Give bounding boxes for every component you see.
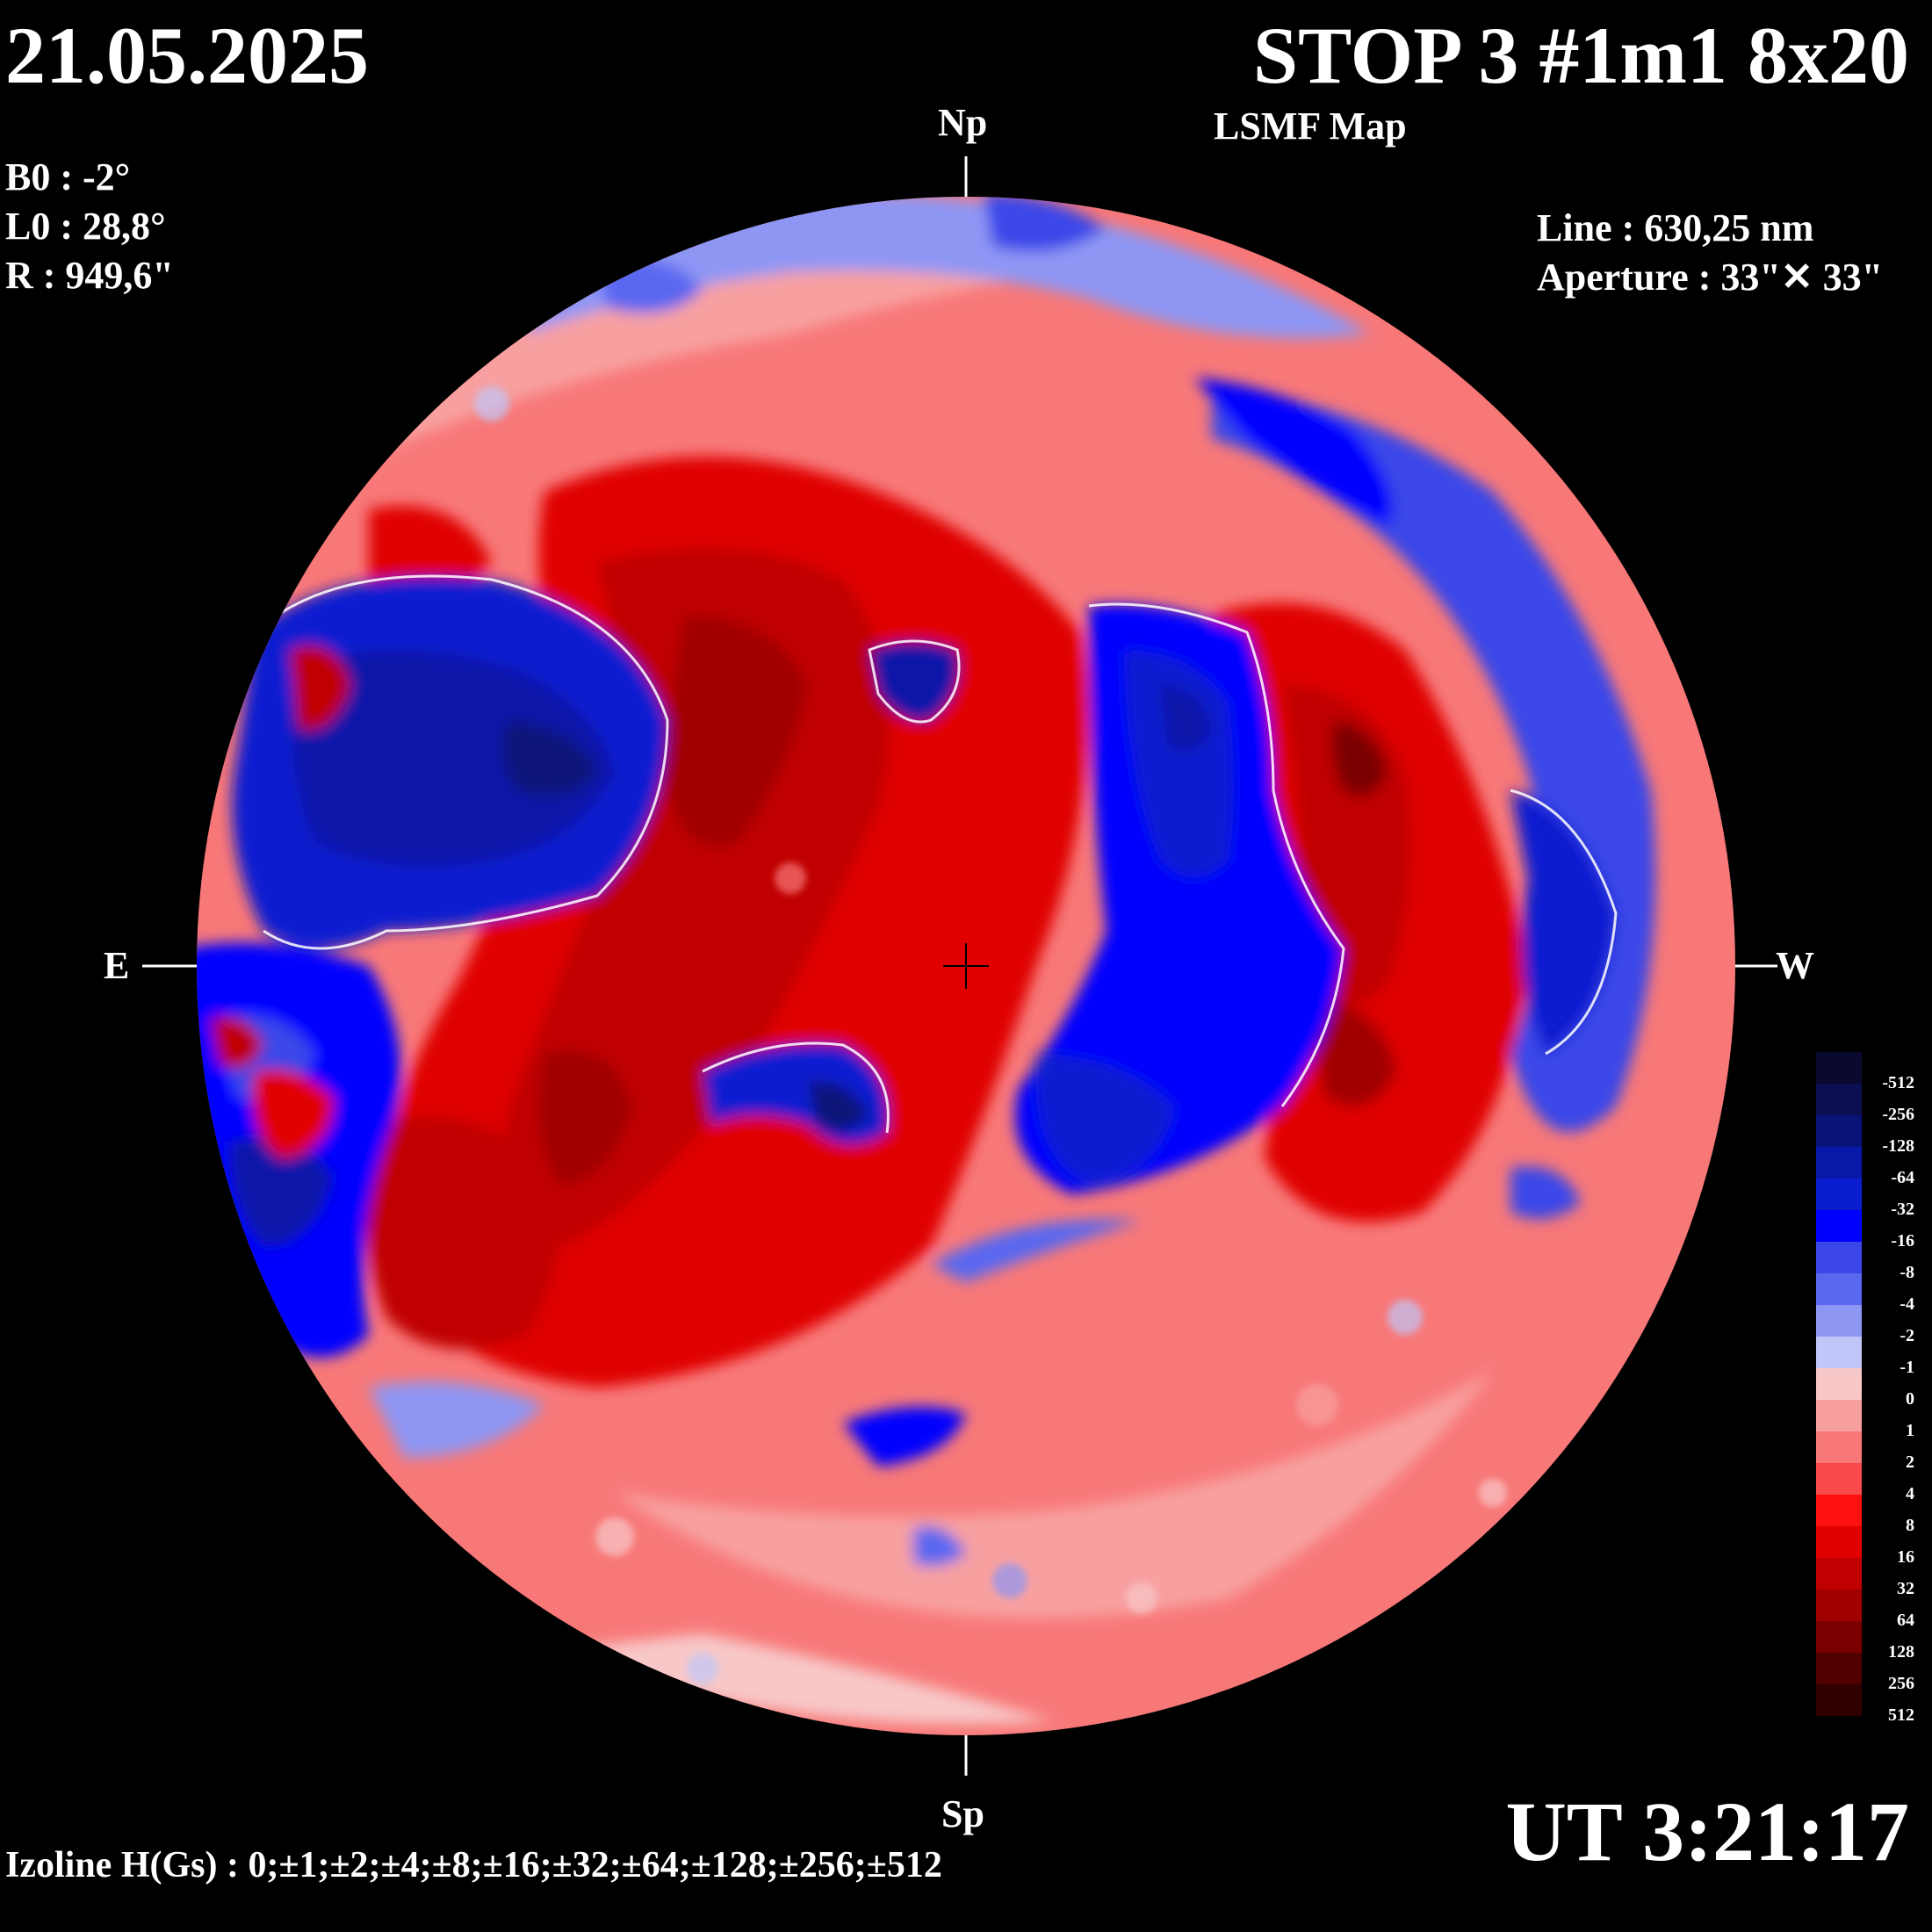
colorbar-label: -64 [1891, 1168, 1914, 1187]
colorbar-label: -256 [1882, 1105, 1914, 1124]
colorbar-swatch [1816, 1052, 1862, 1084]
colorbar-label: -8 [1900, 1263, 1914, 1282]
colorbar-swatch [1816, 1653, 1862, 1684]
east-label: E [104, 944, 130, 987]
l0-param: L0 : 28,8° [5, 205, 166, 248]
colorbar-swatch [1816, 1273, 1862, 1305]
west-label: W [1776, 944, 1814, 987]
colorbar-label: 128 [1888, 1642, 1914, 1662]
colorbar-label: 16 [1897, 1547, 1914, 1567]
colorbar-swatch [1816, 1242, 1862, 1273]
colorbar-swatch [1816, 1305, 1862, 1337]
aperture: Aperture : 33"✕ 33" [1537, 256, 1884, 299]
colorbar-swatch [1816, 1337, 1862, 1368]
isoline-levels: Izoline H(Gs) : 0;±1;±2;±4;±8;±16;±32;±6… [5, 1845, 942, 1885]
colorbar-label: 1 [1906, 1421, 1914, 1440]
radius-param: R : 949,6" [5, 254, 174, 297]
colorbar-label: -16 [1891, 1231, 1914, 1251]
colorbar-label: -1 [1900, 1358, 1914, 1377]
colorbar-swatch [1816, 1463, 1862, 1495]
colorbar-label: 4 [1906, 1484, 1914, 1503]
colorbar-swatch [1816, 1084, 1862, 1115]
map-subtitle: LSMF Map [1214, 105, 1407, 148]
colorbar-label: -512 [1882, 1073, 1914, 1092]
colorbar-swatch [1816, 1115, 1862, 1147]
colorbar-swatch [1816, 1558, 1862, 1590]
colorbar-swatch [1816, 1179, 1862, 1210]
north-pole-label: Np [938, 101, 988, 144]
colorbar-label: 512 [1888, 1705, 1914, 1725]
colorbar-swatch [1816, 1368, 1862, 1400]
colorbar-swatch [1816, 1526, 1862, 1558]
colorbar-label: 64 [1897, 1611, 1914, 1630]
colorbar-swatch [1816, 1400, 1862, 1431]
universal-time: UT 3:21:17 [1505, 1784, 1909, 1878]
colorbar-label: -2 [1900, 1326, 1914, 1345]
observation-date: 21.05.2025 [5, 11, 369, 100]
colorbar-swatch [1816, 1590, 1862, 1621]
colorbar-swatch [1816, 1147, 1862, 1179]
colorbar-swatch [1816, 1684, 1862, 1716]
colorbar-label: -128 [1882, 1136, 1914, 1156]
colorbar-swatch [1816, 1495, 1862, 1526]
south-pole-label: Sp [941, 1792, 984, 1835]
b0-param: B0 : -2° [5, 155, 131, 198]
colorbar-swatch [1816, 1431, 1862, 1463]
colorbar-label: -4 [1900, 1294, 1914, 1314]
colorbar-label: 8 [1906, 1516, 1914, 1535]
colorbar [1816, 1052, 1862, 1716]
map-title: STOP 3 #1m1 8x20 [1252, 11, 1909, 100]
colorbar-label: 256 [1888, 1674, 1914, 1693]
colorbar-label: 0 [1906, 1389, 1914, 1409]
colorbar-swatch [1816, 1210, 1862, 1242]
colorbar-swatch [1816, 1621, 1862, 1653]
colorbar-label: 2 [1906, 1453, 1914, 1472]
colorbar-label: -32 [1891, 1200, 1914, 1219]
spectral-line: Line : 630,25 nm [1537, 206, 1814, 249]
colorbar-label: 32 [1897, 1579, 1914, 1598]
